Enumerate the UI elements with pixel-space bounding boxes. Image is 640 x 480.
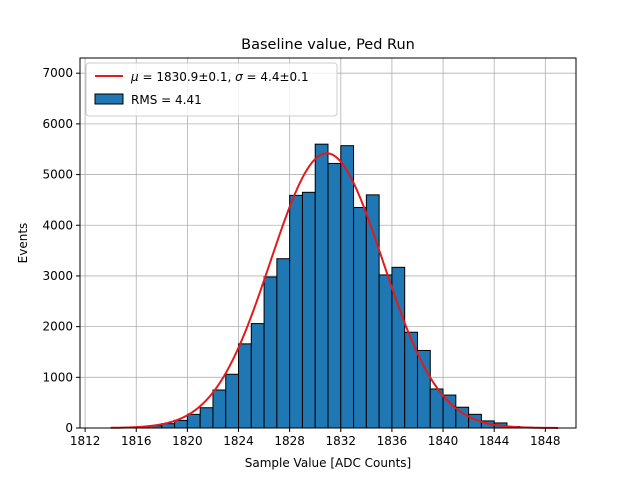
histogram-bar <box>404 331 418 429</box>
histogram-bar <box>225 373 240 429</box>
histogram-bar <box>263 276 278 429</box>
histogram-bar <box>199 407 214 429</box>
legend-sigma-symbol: σ <box>235 70 243 84</box>
x-tick-label: 1840 <box>428 434 459 448</box>
histogram-bar <box>353 207 367 429</box>
x-tick-label: 1848 <box>530 434 561 448</box>
y-tick-label: 5000 <box>42 168 73 182</box>
histogram-bar <box>340 145 355 429</box>
chart-title: Baseline value, Ped Run <box>241 37 415 53</box>
x-tick-label: 1816 <box>121 434 152 448</box>
histogram-bar <box>301 191 316 429</box>
legend-bar-swatch <box>94 93 124 105</box>
y-tick-label: 1000 <box>42 370 73 384</box>
histogram-bar <box>289 194 303 429</box>
legend-sigma-text: = 4.4±0.1 <box>243 70 309 84</box>
histogram-bar <box>250 323 265 429</box>
x-tick-label: 1828 <box>274 434 305 448</box>
histogram-bar <box>314 143 329 429</box>
histogram-bar <box>442 394 457 429</box>
histogram-bar <box>276 258 291 429</box>
legend: μ = 1830.9±0.1, σ = 4.4±0.1 RMS = 4.41 <box>85 62 338 117</box>
legend-mu-text: = 1830.9±0.1, <box>139 70 235 84</box>
histogram-bar <box>174 419 188 429</box>
y-tick-label: 4000 <box>42 218 73 232</box>
histogram-bar <box>327 162 342 429</box>
x-tick-label: 1836 <box>377 434 408 448</box>
y-tick-label: 2000 <box>42 320 73 334</box>
x-axis-ticks: 1812 1816 1820 1824 1828 1832 1836 1840 1844 1848 <box>70 428 561 448</box>
y-tick-label: 7000 <box>42 66 73 80</box>
y-axis-label: Events <box>16 223 30 264</box>
y-tick-label: 6000 <box>42 117 73 131</box>
legend-rms-label: RMS = 4.41 <box>131 93 202 107</box>
legend-fit-label: μ = 1830.9±0.1, σ = 4.4±0.1 <box>130 70 309 84</box>
gaussian-fit-curve <box>110 152 559 429</box>
histogram-bar <box>378 274 393 429</box>
x-tick-label: 1812 <box>70 434 101 448</box>
x-axis-label: Sample Value [ADC Counts] <box>245 456 411 470</box>
histogram-bar <box>186 413 201 429</box>
x-tick-label: 1844 <box>479 434 510 448</box>
legend-mu-symbol: μ <box>130 70 139 84</box>
histogram-bar <box>416 349 431 429</box>
x-tick-label: 1832 <box>326 434 357 448</box>
y-tick-label: 3000 <box>42 269 73 283</box>
histogram-bar <box>238 343 252 429</box>
plot-frame <box>79 57 577 429</box>
histogram-bar <box>212 389 227 429</box>
x-tick-label: 1824 <box>223 434 254 448</box>
legend-box <box>85 62 338 117</box>
x-tick-label: 1820 <box>172 434 203 448</box>
y-axis-ticks: 0 1000 2000 3000 4000 5000 6000 7000 <box>42 66 80 435</box>
y-tick-label: 0 <box>65 421 73 435</box>
